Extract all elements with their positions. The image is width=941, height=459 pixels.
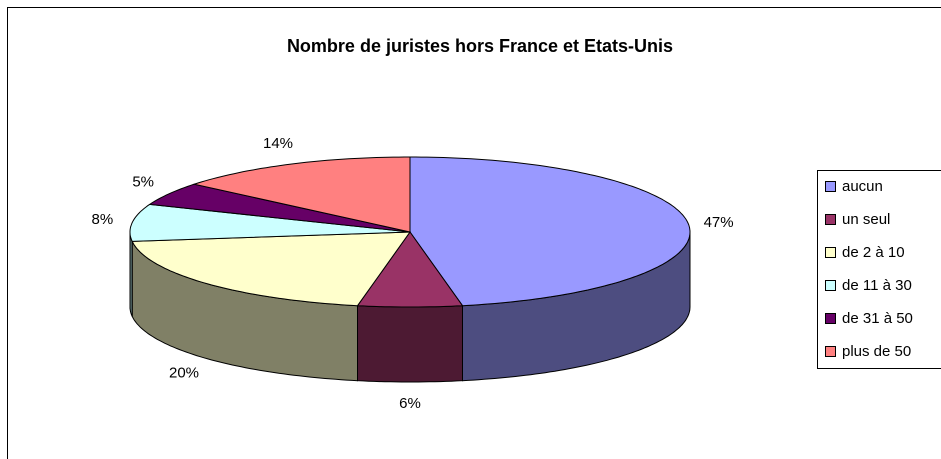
- legend-label: de 31 à 50: [842, 310, 913, 327]
- legend-swatch: [825, 214, 836, 225]
- legend-swatch: [825, 181, 836, 192]
- slice: [131, 231, 411, 307]
- legend-swatch: [825, 346, 836, 357]
- legend-label: aucun: [842, 178, 883, 195]
- data-label: 20%: [169, 364, 199, 381]
- legend-swatch: [825, 247, 836, 258]
- data-label: 5%: [132, 174, 154, 191]
- slice-side: [357, 305, 463, 383]
- legend-box: [817, 170, 941, 369]
- slice: [148, 183, 411, 233]
- legend-swatch: [825, 313, 836, 324]
- slice: [192, 156, 411, 233]
- slice: [129, 203, 411, 242]
- chart-title: Nombre de juristes hors France et Etats-…: [287, 36, 673, 56]
- slice-side: [129, 232, 133, 317]
- legend-swatch: [825, 280, 836, 291]
- slice: [356, 231, 464, 308]
- legend-label: plus de 50: [842, 343, 911, 360]
- slice: [409, 156, 691, 307]
- legend-label: un seul: [842, 211, 890, 228]
- data-label: 8%: [92, 211, 114, 228]
- data-label: 6%: [399, 395, 421, 412]
- legend-label: de 2 à 10: [842, 244, 905, 261]
- data-label: 47%: [704, 214, 734, 231]
- legend-label: de 11 à 30: [842, 277, 912, 294]
- data-label: 14%: [263, 135, 293, 152]
